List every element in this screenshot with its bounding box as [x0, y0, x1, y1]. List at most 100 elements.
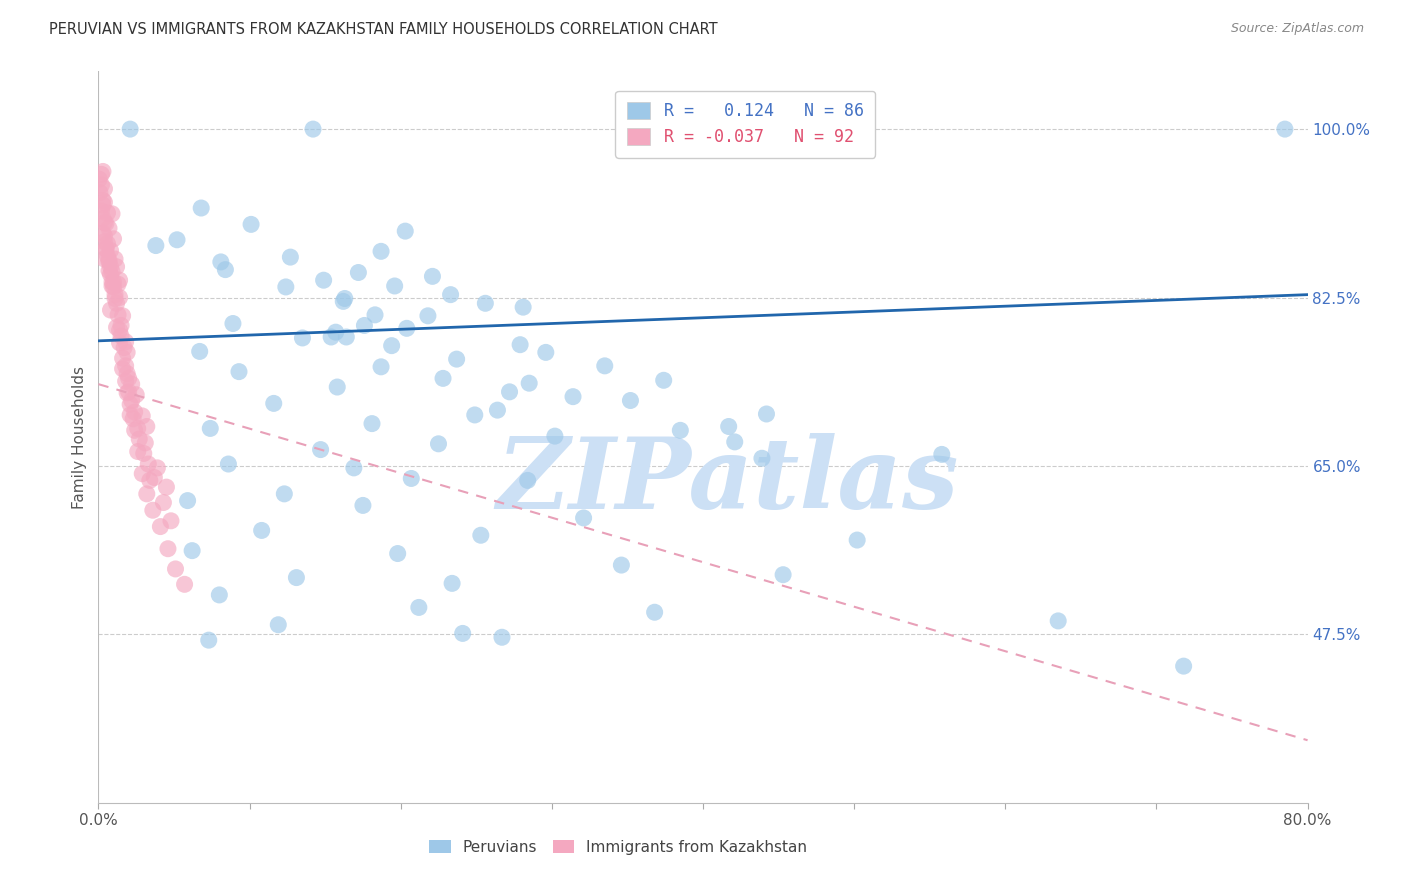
Point	[416, 309, 439, 323]
Point	[121, 377, 143, 392]
Point	[124, 423, 146, 437]
Point	[188, 344, 211, 359]
Point	[108, 273, 131, 287]
Point	[562, 390, 585, 404]
Point	[181, 543, 204, 558]
Point	[152, 495, 174, 509]
Point	[96, 206, 118, 220]
Point	[135, 419, 157, 434]
Text: ZIPatlas: ZIPatlas	[496, 433, 959, 529]
Point	[422, 269, 444, 284]
Point	[93, 195, 115, 210]
Point	[104, 292, 127, 306]
Point	[96, 249, 118, 263]
Point	[332, 294, 354, 309]
Point	[1274, 122, 1296, 136]
Point	[395, 321, 418, 335]
Point	[91, 164, 114, 178]
Point	[100, 260, 122, 274]
Point	[165, 562, 187, 576]
Point	[90, 178, 112, 192]
Point	[114, 334, 136, 349]
Text: PERUVIAN VS IMMIGRANTS FROM KAZAKHSTAN FAMILY HOUSEHOLDS CORRELATION CHART: PERUVIAN VS IMMIGRANTS FROM KAZAKHSTAN F…	[49, 22, 718, 37]
Point	[343, 461, 366, 475]
Point	[94, 242, 117, 256]
Point	[100, 244, 122, 258]
Point	[361, 417, 384, 431]
Point	[120, 397, 142, 411]
Point	[93, 228, 115, 243]
Point	[200, 421, 222, 435]
Point	[101, 275, 124, 289]
Point	[118, 384, 141, 399]
Point	[176, 493, 198, 508]
Point	[98, 263, 121, 277]
Point	[1047, 614, 1070, 628]
Point	[427, 437, 450, 451]
Point	[644, 605, 666, 619]
Point	[98, 255, 121, 269]
Point	[408, 600, 430, 615]
Point	[370, 359, 392, 374]
Point	[352, 499, 374, 513]
Point	[432, 371, 454, 385]
Point	[724, 434, 747, 449]
Point	[280, 250, 302, 264]
Point	[291, 331, 314, 345]
Point	[89, 172, 111, 186]
Point	[110, 318, 132, 333]
Point	[156, 541, 179, 556]
Point	[121, 393, 143, 408]
Point	[446, 352, 468, 367]
Point	[134, 435, 156, 450]
Point	[93, 252, 115, 266]
Point	[222, 317, 245, 331]
Point	[451, 626, 474, 640]
Point	[132, 446, 155, 460]
Point	[118, 371, 141, 385]
Point	[166, 233, 188, 247]
Point	[347, 266, 370, 280]
Point	[384, 279, 406, 293]
Point	[111, 361, 134, 376]
Point	[273, 487, 295, 501]
Point	[381, 339, 404, 353]
Point	[89, 186, 111, 200]
Point	[131, 409, 153, 423]
Point	[108, 335, 131, 350]
Point	[394, 224, 416, 238]
Point	[1173, 659, 1195, 673]
Point	[136, 457, 159, 471]
Point	[91, 194, 114, 208]
Point	[135, 487, 157, 501]
Point	[103, 280, 125, 294]
Point	[114, 374, 136, 388]
Point	[228, 365, 250, 379]
Point	[931, 447, 953, 461]
Point	[122, 412, 145, 426]
Point	[125, 388, 148, 402]
Y-axis label: Family Households: Family Households	[72, 366, 87, 508]
Point	[474, 296, 496, 310]
Point	[302, 122, 325, 136]
Point	[250, 524, 273, 538]
Point	[486, 403, 509, 417]
Point	[160, 514, 183, 528]
Point	[441, 576, 464, 591]
Point	[101, 207, 124, 221]
Point	[240, 218, 263, 232]
Point	[309, 442, 332, 457]
Point	[101, 264, 124, 278]
Point	[274, 280, 297, 294]
Point	[669, 423, 692, 437]
Point	[90, 203, 112, 218]
Point	[387, 547, 409, 561]
Point	[96, 236, 118, 251]
Point	[610, 558, 633, 573]
Point	[509, 337, 531, 351]
Point	[312, 273, 335, 287]
Point	[267, 617, 290, 632]
Point	[333, 292, 356, 306]
Point	[517, 376, 540, 391]
Point	[652, 373, 675, 387]
